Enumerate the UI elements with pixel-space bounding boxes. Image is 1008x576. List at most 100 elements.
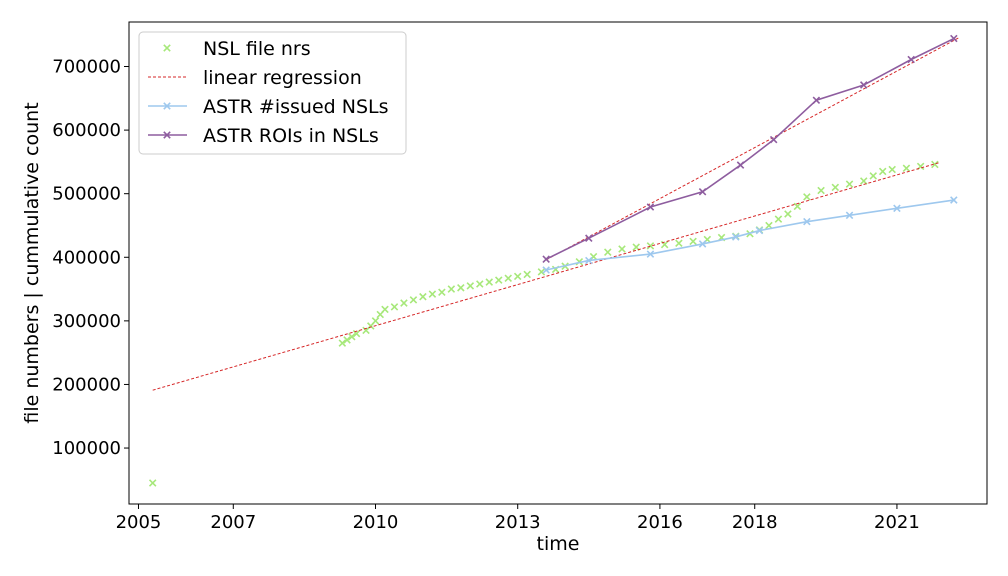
data-point xyxy=(338,339,347,347)
x-tick-label: 2021 xyxy=(874,512,920,533)
y-axis-label: file numbers | cummulative count xyxy=(21,102,43,423)
data-point xyxy=(504,274,512,283)
data-point xyxy=(466,282,475,290)
data-point xyxy=(784,210,792,218)
legend-box xyxy=(138,31,407,155)
x-tick-label: 2013 xyxy=(495,512,541,533)
regression-line xyxy=(545,37,959,261)
data-point xyxy=(859,81,868,89)
data-point xyxy=(494,276,503,284)
data-point xyxy=(675,239,683,248)
data-point xyxy=(390,303,399,311)
data-point xyxy=(859,177,868,185)
legend-label: ASTR #issued NSLs xyxy=(203,96,389,118)
data-point xyxy=(698,188,707,196)
legend-label: ASTR ROIs in NSLs xyxy=(203,125,379,147)
data-point xyxy=(893,204,901,213)
data-point xyxy=(755,226,764,235)
y-tick-label: 600000 xyxy=(52,120,121,141)
plot-frame xyxy=(128,21,988,505)
x-tick-label: 2016 xyxy=(637,512,683,533)
data-point xyxy=(476,280,484,288)
legend: NSL file nrs linear regression ASTR #issue… xyxy=(138,31,407,155)
data-point xyxy=(646,203,655,211)
data-point xyxy=(542,266,550,274)
plot-area xyxy=(148,34,959,487)
data-point xyxy=(343,336,351,344)
legend-marker xyxy=(163,131,171,139)
data-point xyxy=(447,285,456,293)
data-point xyxy=(803,193,811,201)
x-axis-label: time xyxy=(537,533,580,555)
data-point xyxy=(878,167,887,176)
series-0 xyxy=(148,160,939,487)
regression-line xyxy=(152,162,940,391)
legend-label: linear regression xyxy=(203,67,362,89)
data-point xyxy=(950,34,958,43)
data-point xyxy=(646,242,655,250)
legend-label: NSL file nrs xyxy=(203,38,311,60)
data-point xyxy=(793,202,802,211)
y-tick-label: 100000 xyxy=(52,438,121,459)
y-tick-label: 200000 xyxy=(52,374,121,395)
data-point xyxy=(888,165,896,174)
legend-marker xyxy=(163,44,171,52)
data-point xyxy=(769,135,778,144)
data-point xyxy=(542,255,550,263)
legend-symbol xyxy=(148,102,187,110)
data-point xyxy=(845,180,854,188)
data-point xyxy=(585,234,593,242)
data-point xyxy=(902,164,911,173)
data-point xyxy=(428,290,437,298)
x-tick-label: 2007 xyxy=(210,512,256,533)
data-point xyxy=(646,250,655,258)
data-point xyxy=(731,233,740,241)
data-point xyxy=(523,270,531,279)
data-point xyxy=(419,292,427,301)
data-point xyxy=(409,296,418,304)
data-point xyxy=(348,332,356,341)
data-point xyxy=(950,196,958,204)
legend-marker xyxy=(163,102,171,110)
legend-symbol xyxy=(148,131,187,139)
x-tick-label: 2010 xyxy=(353,512,399,533)
data-point xyxy=(736,161,745,169)
data-point xyxy=(485,278,494,286)
series-3 xyxy=(542,34,958,263)
x-tick-label: 2018 xyxy=(732,512,778,533)
data-point xyxy=(513,272,522,281)
data-point xyxy=(845,211,854,220)
data-point xyxy=(817,186,825,195)
data-point xyxy=(371,317,380,325)
axes: 2005 2007 2010 2013 2016 2018 2021 100000 200000… xyxy=(52,21,988,533)
data-point xyxy=(689,237,697,246)
data-point xyxy=(537,268,546,276)
series-2 xyxy=(542,196,958,274)
y-tick-label: 700000 xyxy=(52,57,121,78)
data-point xyxy=(604,248,612,256)
data-point xyxy=(381,305,389,314)
y-tick-label: 400000 xyxy=(52,247,121,268)
data-point xyxy=(931,160,939,169)
legend-symbol xyxy=(163,44,171,52)
data-point xyxy=(457,284,465,292)
data-point xyxy=(148,479,157,487)
series-line xyxy=(545,37,955,260)
y-tick-label: 300000 xyxy=(52,311,121,332)
data-point xyxy=(618,245,626,253)
data-point xyxy=(812,96,821,104)
y-tick-label: 500000 xyxy=(52,184,121,205)
data-point xyxy=(774,215,783,223)
data-point xyxy=(438,288,446,297)
data-point xyxy=(907,55,915,64)
series-line xyxy=(545,199,954,271)
data-point xyxy=(585,256,593,265)
data-point xyxy=(400,299,408,307)
data-point xyxy=(869,172,877,180)
series-1 xyxy=(152,37,959,391)
data-point xyxy=(803,217,811,226)
data-point xyxy=(698,240,707,248)
x-tick-label: 2005 xyxy=(116,512,162,533)
data-point xyxy=(831,183,840,192)
